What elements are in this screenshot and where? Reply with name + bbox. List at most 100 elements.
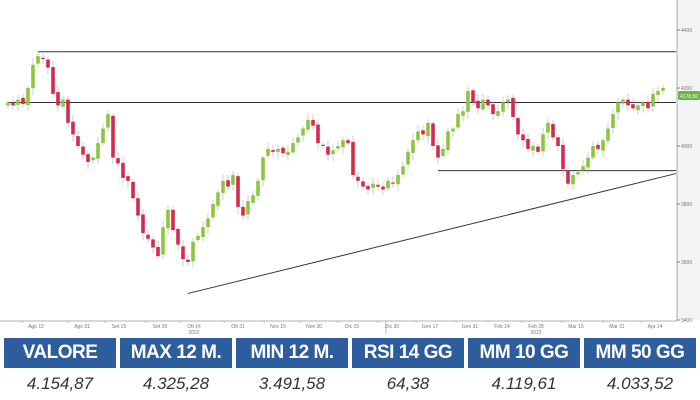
candle xyxy=(536,143,540,155)
candle-body xyxy=(346,140,350,144)
candle-body xyxy=(421,130,425,135)
candle-body xyxy=(56,92,60,106)
candle-body xyxy=(311,119,315,126)
candle-body xyxy=(406,151,410,165)
candle-body xyxy=(306,119,310,130)
candle-body xyxy=(471,90,475,103)
candle xyxy=(41,53,45,65)
candle xyxy=(656,86,660,103)
candle xyxy=(276,145,280,160)
stat-header: RSI 14 GG xyxy=(352,338,464,368)
x-tick-label: Gen 17 xyxy=(422,324,439,330)
y-tick-label: 4000 xyxy=(681,144,692,150)
candle xyxy=(236,172,240,215)
last-price-label: 4178,56 xyxy=(680,94,698,100)
trendline xyxy=(187,173,677,294)
candle-body xyxy=(181,246,185,260)
candle xyxy=(401,161,405,178)
candle-body xyxy=(291,143,295,153)
candle-body xyxy=(481,99,485,110)
candle-body xyxy=(46,59,50,68)
candle-body xyxy=(531,146,535,151)
candle-body xyxy=(571,175,575,185)
candle-body xyxy=(661,88,665,91)
candle-body xyxy=(241,206,245,216)
candle-body xyxy=(361,181,365,187)
candle xyxy=(361,177,365,190)
candle xyxy=(441,143,445,159)
x-tick-label: Nov 30 xyxy=(306,324,322,330)
candle xyxy=(596,141,600,154)
x-tick-label: Set 15 xyxy=(112,324,127,330)
candle xyxy=(261,155,265,187)
candle xyxy=(161,221,165,260)
candle-body xyxy=(336,146,340,149)
candle xyxy=(271,145,275,158)
candle-body xyxy=(26,88,30,106)
candle-body xyxy=(436,145,440,158)
candle xyxy=(256,177,260,201)
y-tick-label: 3600 xyxy=(681,260,692,266)
candle xyxy=(406,148,410,170)
candle xyxy=(151,236,155,254)
candle-body xyxy=(271,150,275,152)
candle xyxy=(386,177,390,191)
candle xyxy=(526,134,530,153)
candle-body xyxy=(551,123,555,138)
candle-body xyxy=(381,186,385,190)
candle xyxy=(121,157,125,183)
candle xyxy=(266,142,270,160)
stat-cell: 4.154,87 xyxy=(26,374,94,393)
year-label: 2022 xyxy=(188,330,199,336)
stats-table: VALORE 4.154,87 MAX 12 M. 4.325,28 MIN 12 … xyxy=(0,338,700,400)
candle xyxy=(466,86,470,120)
candle-body xyxy=(261,157,265,181)
x-tick-label: Mar 31 xyxy=(609,324,625,330)
y-tick-label: 3800 xyxy=(681,202,692,208)
candle-body xyxy=(546,122,550,133)
stat-rsi-14: RSI 14 GG 64,38 xyxy=(352,338,464,400)
candle-body xyxy=(596,144,600,149)
candle xyxy=(126,172,130,188)
candle xyxy=(91,155,95,164)
x-tick-label: Apr 14 xyxy=(648,324,663,330)
candle-body xyxy=(226,180,230,187)
candle xyxy=(206,213,210,234)
candle-body xyxy=(526,139,530,149)
candle xyxy=(521,128,525,148)
candle-body xyxy=(196,235,200,240)
candle-body xyxy=(201,227,205,238)
candle xyxy=(471,87,475,107)
candle-body xyxy=(31,64,35,88)
x-tick-label: Feb 28 xyxy=(528,324,544,330)
candle xyxy=(21,94,25,107)
candle-body xyxy=(626,99,630,106)
candle-body xyxy=(511,97,515,117)
candle-body xyxy=(266,148,270,156)
candle-body xyxy=(521,134,525,141)
candle xyxy=(291,137,295,155)
stat-header: MAX 12 M. xyxy=(120,338,232,368)
candle-body xyxy=(621,99,625,104)
candle xyxy=(661,84,665,95)
candle xyxy=(546,117,550,140)
candle-body xyxy=(216,192,220,206)
stat-value: VALORE 4.154,87 xyxy=(4,338,116,400)
candle-body xyxy=(331,150,335,155)
stat-cell: 4.119,61 xyxy=(491,374,557,393)
candle-body xyxy=(576,172,580,175)
candle-body xyxy=(76,136,80,146)
candle xyxy=(141,208,145,241)
x-tick-label: Nov 15 xyxy=(270,324,286,330)
x-tick-label: Dic 15 xyxy=(345,324,359,330)
candle-body xyxy=(21,97,25,104)
candle-body xyxy=(151,239,155,248)
candle xyxy=(506,94,510,109)
candle xyxy=(371,177,375,196)
stat-header: MM 10 GG xyxy=(468,338,580,368)
candle xyxy=(646,95,650,112)
x-tick-label: Ott 31 xyxy=(231,324,245,330)
candle-body xyxy=(486,99,490,106)
candle-body xyxy=(431,123,435,146)
candle-body xyxy=(441,148,445,156)
